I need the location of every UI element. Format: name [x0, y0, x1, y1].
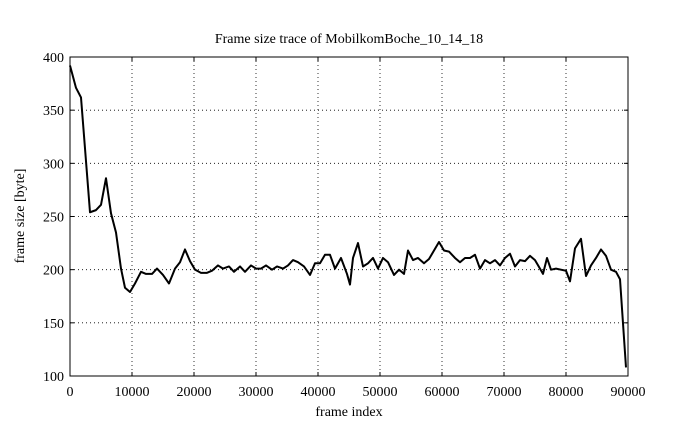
x-tick-label: 30000 — [239, 385, 274, 400]
y-tick-label: 100 — [43, 370, 64, 385]
x-tick-label: 80000 — [549, 385, 584, 400]
x-tick-label: 20000 — [177, 385, 212, 400]
y-tick-label: 400 — [43, 51, 64, 66]
y-tick-label: 150 — [43, 317, 64, 332]
x-tick-label: 50000 — [363, 385, 398, 400]
x-tick-label: 0 — [67, 385, 74, 400]
x-tick-label: 60000 — [425, 385, 460, 400]
x-tick-label: 90000 — [611, 385, 646, 400]
data-line — [69, 65, 627, 368]
plot-frame — [69, 56, 629, 377]
x-axis-label: frame index — [315, 405, 382, 420]
y-axis-label: frame size [byte] — [13, 169, 28, 264]
chart-title: Frame size trace of MobilkomBoche_10_14_… — [215, 32, 483, 47]
y-tick-label: 250 — [43, 211, 64, 226]
x-tick-label: 40000 — [301, 385, 336, 400]
x-tick-label: 10000 — [115, 385, 150, 400]
y-tick-label: 300 — [43, 157, 64, 172]
x-tick-label: 70000 — [487, 385, 522, 400]
y-tick-label: 350 — [43, 104, 64, 119]
y-tick-label: 200 — [43, 264, 64, 279]
